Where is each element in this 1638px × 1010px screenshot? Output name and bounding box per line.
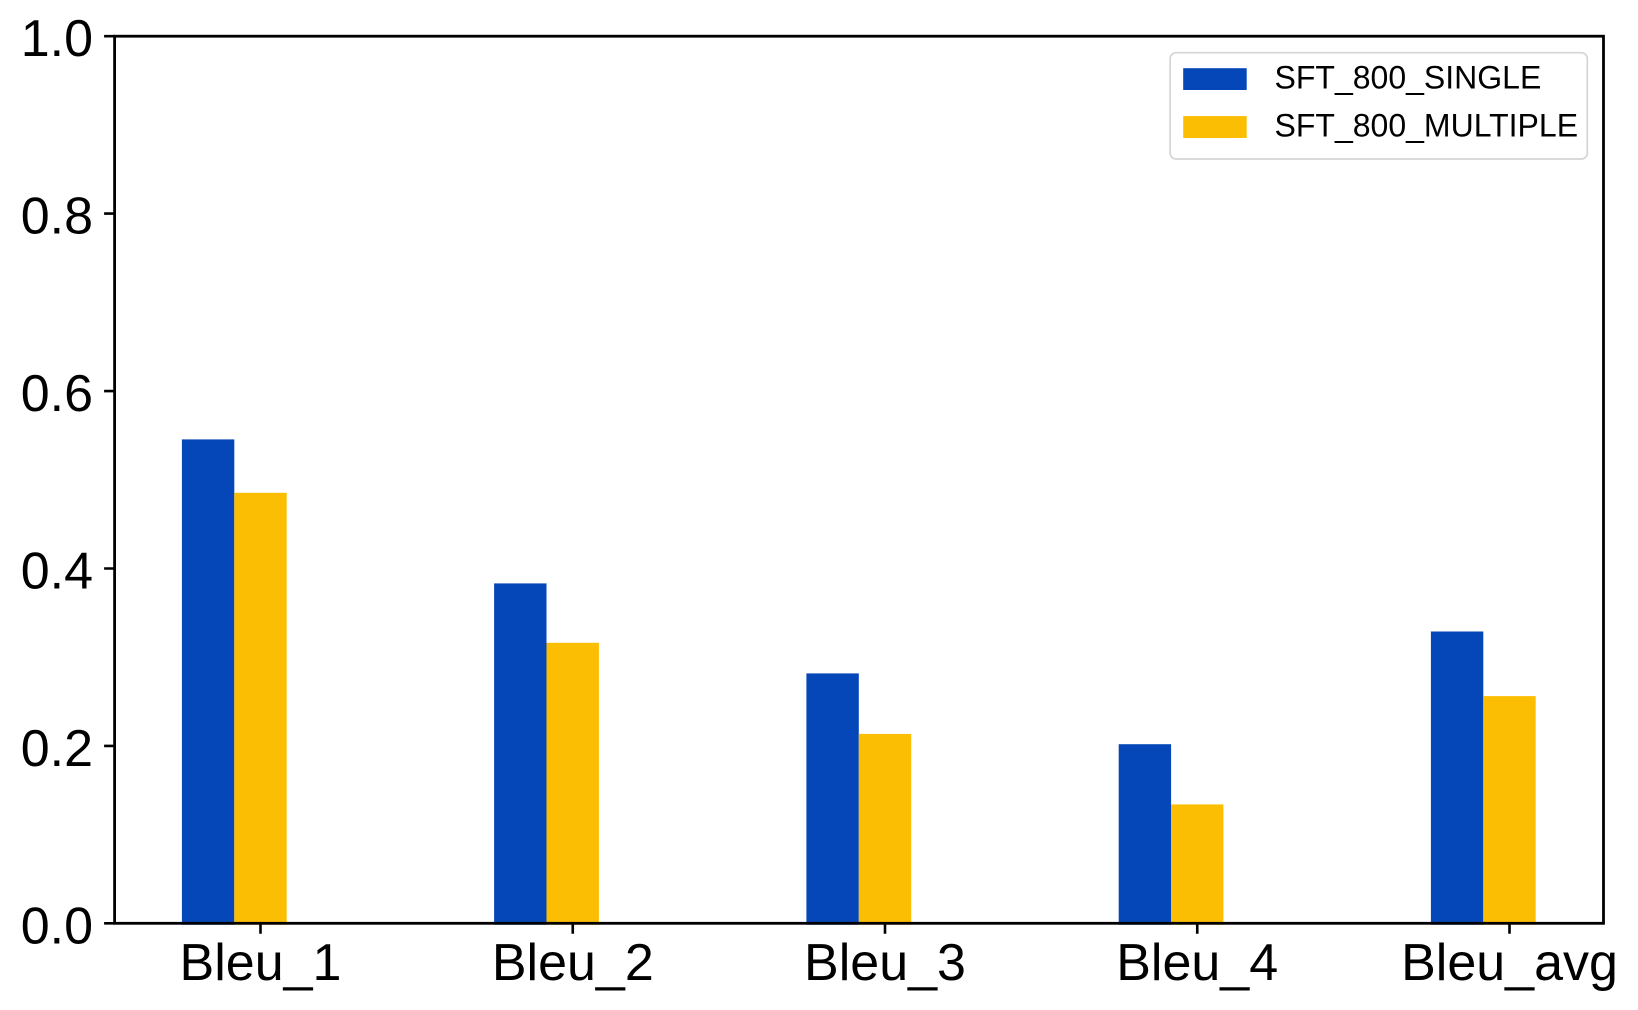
svg-text:Bleu_avg: Bleu_avg [1401,934,1618,992]
svg-text:Bleu_3: Bleu_3 [804,934,966,992]
svg-text:Bleu_2: Bleu_2 [492,934,654,992]
svg-text:0.4: 0.4 [21,543,93,601]
svg-text:0.0: 0.0 [21,897,93,955]
svg-text:SFT_800_MULTIPLE: SFT_800_MULTIPLE [1275,108,1579,144]
svg-text:SFT_800_SINGLE: SFT_800_SINGLE [1275,59,1542,95]
svg-text:1.0: 1.0 [21,10,93,68]
svg-text:0.2: 0.2 [21,720,93,778]
svg-text:Bleu_4: Bleu_4 [1116,934,1278,992]
svg-text:Bleu_1: Bleu_1 [180,934,342,992]
svg-text:0.6: 0.6 [21,365,93,423]
svg-text:0.8: 0.8 [21,188,93,246]
